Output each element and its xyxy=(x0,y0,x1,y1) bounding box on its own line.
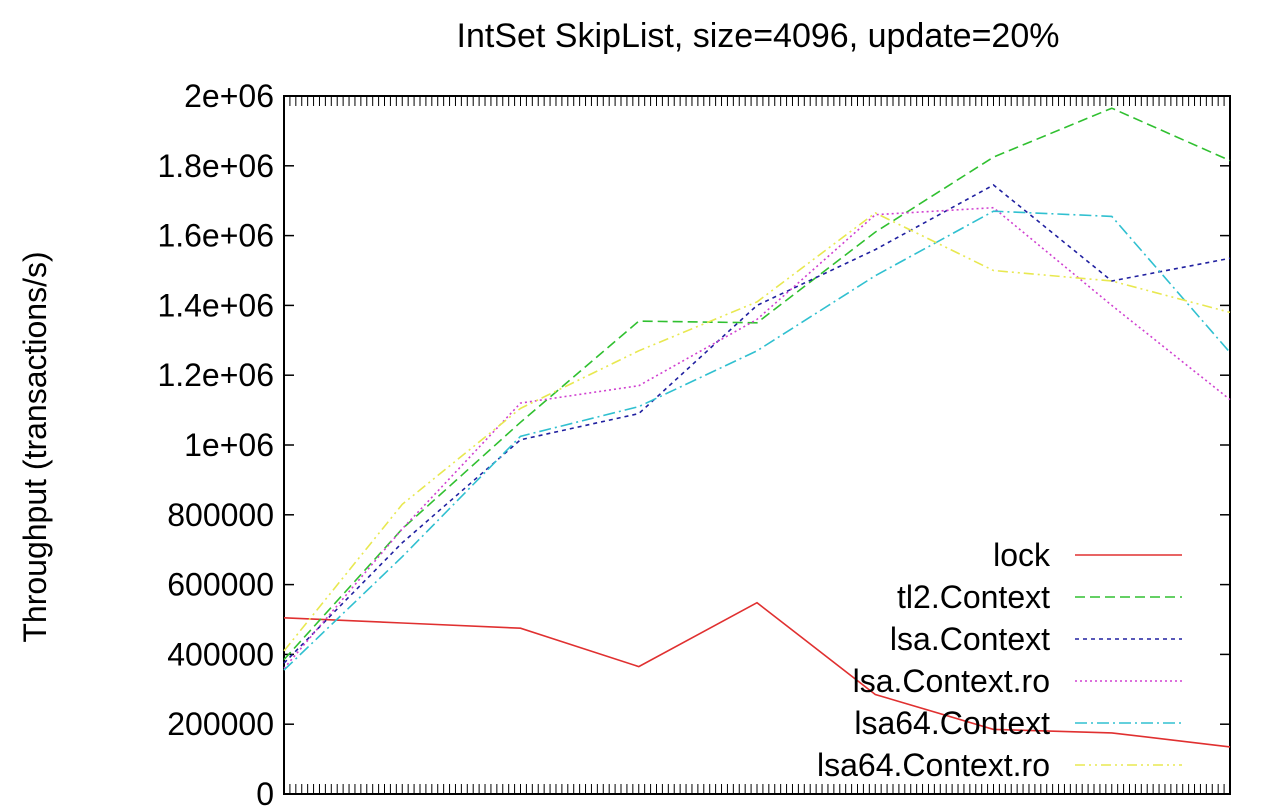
y-axis-label: Throughput (transactions/s) xyxy=(17,251,53,642)
legend-label: lock xyxy=(993,537,1051,573)
series-line-tl2-context xyxy=(283,107,1231,661)
y-tick-label: 600000 xyxy=(167,567,274,603)
y-tick-label: 1.2e+06 xyxy=(157,357,274,393)
y-tick-label: 1e+06 xyxy=(184,427,274,463)
series-line-lock xyxy=(283,601,1231,748)
legend-label: lsa64.Context.ro xyxy=(817,747,1050,783)
y-axis-ticks: 0 200000 400000 600000 800000 1e+06 1.2e+06 1.4… xyxy=(157,78,1230,812)
y-tick-label: 200000 xyxy=(167,706,274,742)
legend-label: lsa64.Context xyxy=(854,705,1050,741)
y-tick-label: 1.4e+06 xyxy=(157,287,274,323)
plot-frame xyxy=(283,95,1231,795)
x-minor-ticks xyxy=(289,96,1225,794)
chart-title: IntSet SkipList, size=4096, update=20% xyxy=(457,17,1060,55)
series-line-lsa-context xyxy=(283,184,1231,664)
series-lines xyxy=(283,107,1231,748)
legend-label: tl2.Context xyxy=(897,579,1050,615)
y-tick-label: 400000 xyxy=(167,636,274,672)
legend-label: lsa.Context.ro xyxy=(853,663,1050,699)
series-line-lsa64-context-ro xyxy=(283,211,1231,652)
series-line-lsa-context-ro xyxy=(283,206,1231,669)
legend: lock tl2.Context lsa.Context lsa.Context.ro… xyxy=(817,537,1182,783)
series-line-lsa64-context xyxy=(283,210,1231,671)
y-tick-label: 2e+06 xyxy=(184,78,274,114)
legend-label: lsa.Context xyxy=(890,621,1050,657)
y-tick-label: 1.6e+06 xyxy=(157,218,274,254)
y-tick-label: 0 xyxy=(256,776,274,812)
y-tick-label: 800000 xyxy=(167,497,274,533)
y-tick-label: 1.8e+06 xyxy=(157,148,274,184)
